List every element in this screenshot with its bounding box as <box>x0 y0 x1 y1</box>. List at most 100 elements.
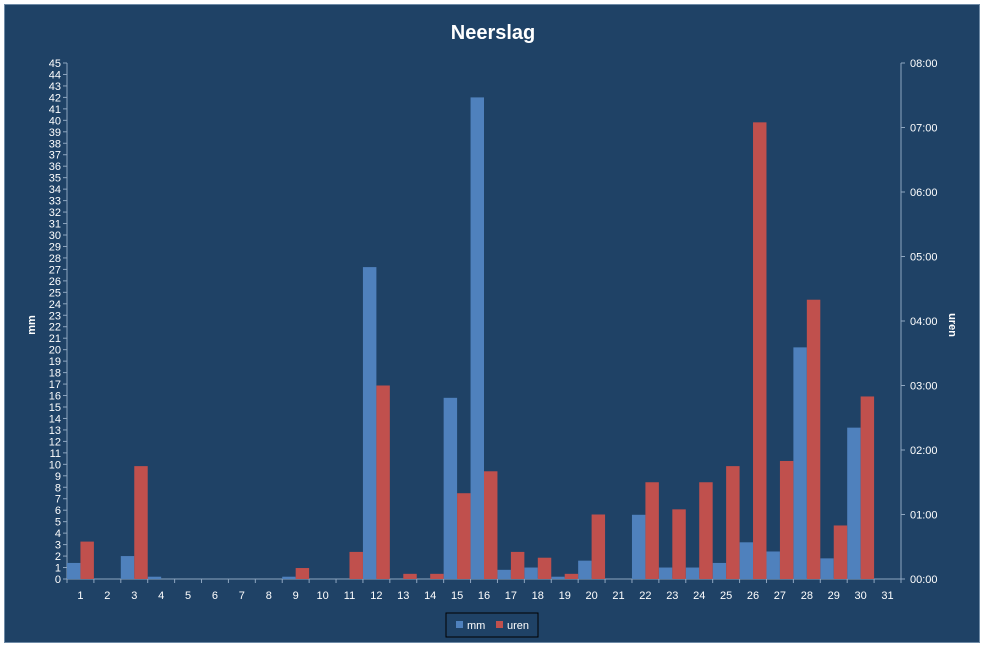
y2-tick-label: 03:00 <box>910 381 938 393</box>
chart-title: Neerslag <box>451 22 536 44</box>
bar-mm <box>578 560 592 579</box>
y-tick-label: 19 <box>49 356 61 368</box>
x-tick-label: 23 <box>666 590 678 602</box>
y-tick-label: 1 <box>55 563 61 575</box>
bar-mm <box>712 562 727 579</box>
legend-swatch-uren <box>496 621 503 628</box>
y-tick-label: 32 <box>49 207 61 219</box>
y-tick-label: 14 <box>49 413 61 425</box>
x-tick-label: 15 <box>451 590 463 602</box>
bar-mm <box>631 514 646 579</box>
bar-uren <box>806 299 821 579</box>
x-tick-label: 22 <box>639 590 651 602</box>
y-tick-label: 7 <box>55 494 61 506</box>
y-tick-label: 28 <box>49 253 61 265</box>
bar-uren <box>349 551 363 579</box>
bar-uren <box>753 122 767 579</box>
x-tick-label: 31 <box>881 590 893 602</box>
x-tick-label: 8 <box>266 590 272 602</box>
y-tick-label: 40 <box>49 115 61 127</box>
bar-uren <box>699 482 713 579</box>
x-tick-label: 10 <box>316 590 328 602</box>
y-tick-label: 16 <box>49 391 61 403</box>
bar-uren <box>134 466 148 579</box>
y-tick-label: 41 <box>49 104 61 116</box>
x-tick-label: 18 <box>532 590 544 602</box>
y-tick-label: 21 <box>49 333 61 345</box>
y-tick-label: 31 <box>49 219 61 231</box>
x-tick-label: 25 <box>720 590 732 602</box>
x-tick-label: 13 <box>397 590 409 602</box>
y-axis-label: mm <box>26 315 38 335</box>
y2-tick-label: 00:00 <box>910 574 938 586</box>
y-tick-label: 6 <box>55 505 61 517</box>
x-tick-label: 17 <box>505 590 517 602</box>
y-tick-label: 34 <box>49 184 61 196</box>
x-tick-label: 26 <box>747 590 759 602</box>
bar-mm <box>443 397 458 579</box>
bar-uren <box>484 471 498 579</box>
legend-label-uren: uren <box>507 620 529 632</box>
y-tick-label: 9 <box>55 471 61 483</box>
y2-tick-label: 01:00 <box>910 510 938 522</box>
bar-mm <box>362 267 377 579</box>
bar-uren <box>376 385 390 579</box>
bar-mm <box>793 347 807 579</box>
bar-mm <box>739 542 754 579</box>
bar-uren <box>295 568 310 579</box>
bar-uren <box>403 573 417 579</box>
y-tick-label: 27 <box>49 264 61 276</box>
x-tick-label: 29 <box>828 590 840 602</box>
x-tick-label: 16 <box>478 590 490 602</box>
series-uren-bars <box>80 122 875 579</box>
y-tick-label: 43 <box>49 81 61 93</box>
y-tick-label: 33 <box>49 196 61 208</box>
y-tick-label: 23 <box>49 310 61 322</box>
legend-box <box>445 612 539 638</box>
y2-axis-label: uren <box>946 313 958 337</box>
y-tick-label: 8 <box>55 482 61 494</box>
bar-uren <box>510 551 525 579</box>
chart-frame: Neerslag 0 1 2 3 4 5 6 7 8 9 10 11 12 13 14 15 16 17 18 19 2… <box>4 4 980 643</box>
y-tick-label: 36 <box>49 161 61 173</box>
y-tick-label: 29 <box>49 241 61 253</box>
bar-mm <box>497 569 511 579</box>
bar-uren <box>726 466 740 579</box>
x-tick-label: 3 <box>131 590 137 602</box>
x-tick-label: 6 <box>212 590 218 602</box>
bar-mm <box>120 556 135 579</box>
y-tick-label: 15 <box>49 402 61 414</box>
bar-mm <box>282 576 296 579</box>
y-tick-label: 38 <box>49 138 61 150</box>
bar-uren <box>672 509 686 579</box>
bar-uren <box>833 525 848 579</box>
y-tick-label: 39 <box>49 127 61 139</box>
x-tick-label: 24 <box>693 590 705 602</box>
y-tick-label: 3 <box>55 540 61 552</box>
y-tick-label: 42 <box>49 92 61 104</box>
x-tick-label: 12 <box>370 590 382 602</box>
bar-uren <box>457 493 471 579</box>
y-tick-label: 45 <box>49 58 61 70</box>
y-tick-label: 30 <box>49 230 61 242</box>
y-tick-label: 18 <box>49 368 61 380</box>
x-tick-label: 28 <box>801 590 813 602</box>
bar-mm <box>658 567 673 579</box>
y-tick-label: 17 <box>49 379 61 391</box>
bar-mm <box>67 562 81 579</box>
bar-uren <box>779 460 794 579</box>
y2-tick-label: 04:00 <box>910 316 938 328</box>
y-tick-label: 20 <box>49 345 61 357</box>
x-tick-label: 19 <box>559 590 571 602</box>
y2-tick-label: 07:00 <box>910 123 938 135</box>
axes: 0123456789101112131415161718192021222324… <box>49 58 938 602</box>
y-tick-label: 12 <box>49 436 61 448</box>
bar-mm <box>766 551 780 579</box>
y-tick-label: 26 <box>49 276 61 288</box>
x-tick-label: 2 <box>104 590 110 602</box>
y-tick-label: 25 <box>49 287 61 299</box>
x-tick-label: 20 <box>585 590 597 602</box>
y-tick-label: 24 <box>49 299 61 311</box>
bar-mm <box>147 576 162 579</box>
x-tick-label: 5 <box>185 590 191 602</box>
